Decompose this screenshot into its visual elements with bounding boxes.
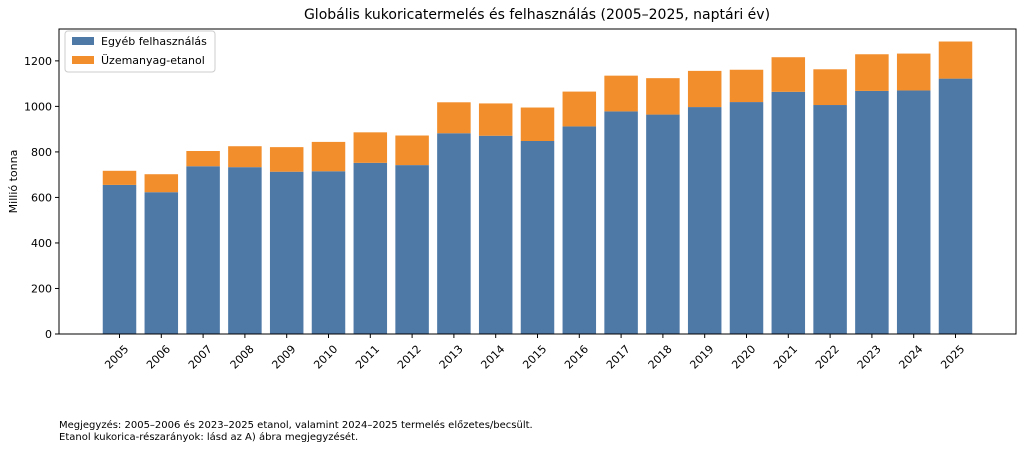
x-tick-label: 2023 [855, 343, 884, 372]
bar-other-use-2010 [311, 171, 346, 334]
footnote-line-1: Megjegyzés: 2005–2006 és 2023–2025 etano… [59, 420, 533, 431]
bar-fuel-ethanol-2024 [896, 53, 931, 91]
bar-fuel-ethanol-2005 [102, 170, 137, 185]
x-tick-label: 2010 [311, 343, 340, 372]
y-tick-label: 400 [31, 237, 52, 250]
x-tick-label: 2017 [604, 343, 633, 372]
bar-fuel-ethanol-2011 [353, 132, 388, 163]
bar-fuel-ethanol-2023 [855, 54, 889, 91]
y-tick-label: 200 [31, 282, 52, 295]
x-tick-label: 2009 [269, 343, 298, 372]
legend-box [64, 30, 216, 73]
y-tick-label: 1200 [24, 55, 52, 68]
bar-fuel-ethanol-2019 [687, 70, 722, 108]
x-tick-label: 2016 [562, 343, 591, 372]
bar-other-use-2005 [102, 184, 137, 334]
bar-fuel-ethanol-2006 [144, 174, 179, 193]
bar-fuel-ethanol-2012 [395, 135, 429, 166]
bar-other-use-2017 [604, 111, 638, 335]
bar-other-use-2018 [646, 114, 680, 334]
bar-fuel-ethanol-2015 [520, 107, 555, 141]
bar-other-use-2015 [520, 140, 555, 334]
x-tick-label: 2024 [896, 343, 925, 372]
bar-other-use-2022 [813, 105, 847, 335]
x-tick-label: 2015 [520, 343, 549, 372]
y-tick-label: 800 [31, 146, 52, 159]
x-tick-label: 2019 [687, 343, 716, 372]
bar-fuel-ethanol-2018 [646, 78, 680, 115]
legend-swatch-fuel-ethanol [72, 56, 94, 64]
y-tick-label: 600 [31, 191, 52, 204]
footnote-line-2: Etanol kukorica-részarányok: lásd az A) … [59, 432, 359, 443]
bar-other-use-2025 [938, 78, 973, 335]
bar-other-use-2008 [228, 167, 262, 334]
bar-other-use-2014 [478, 135, 513, 334]
y-tick-label: 1000 [24, 100, 52, 113]
x-tick-label: 2005 [102, 343, 131, 372]
bar-fuel-ethanol-2017 [604, 75, 638, 112]
chart-title: Globális kukoricatermelés és felhasználá… [304, 7, 770, 23]
bar-other-use-2023 [855, 90, 889, 334]
x-tick-label: 2006 [144, 343, 173, 372]
y-tick-label: 0 [45, 328, 52, 341]
bar-fuel-ethanol-2025 [938, 41, 973, 79]
bar-other-use-2012 [395, 165, 429, 334]
y-axis-label: Millió tonna [7, 150, 20, 214]
bar-other-use-2019 [687, 107, 722, 334]
bar-other-use-2013 [437, 133, 471, 334]
bar-other-use-2020 [729, 102, 764, 334]
bar-fuel-ethanol-2008 [228, 146, 262, 168]
bars-group [102, 41, 973, 335]
bar-fuel-ethanol-2020 [729, 69, 764, 103]
x-tick-label: 2012 [395, 343, 424, 372]
bar-other-use-2007 [186, 166, 220, 334]
x-tick-label: 2020 [729, 343, 758, 372]
bar-fuel-ethanol-2022 [813, 69, 847, 106]
bar-fuel-ethanol-2007 [186, 151, 220, 167]
bar-other-use-2016 [562, 126, 597, 334]
bar-fuel-ethanol-2016 [562, 91, 597, 127]
bar-fuel-ethanol-2010 [311, 141, 346, 172]
x-tick-label: 2008 [228, 343, 257, 372]
bar-other-use-2006 [144, 192, 179, 334]
x-tick-label: 2007 [186, 343, 215, 372]
x-tick-label: 2018 [646, 343, 675, 372]
bar-fuel-ethanol-2021 [771, 57, 806, 92]
x-tick-label: 2021 [771, 343, 800, 372]
x-tick-label: 2014 [478, 343, 507, 372]
legend: Egyéb felhasználás Üzemanyag-etanol [64, 30, 216, 73]
legend-swatch-other-use [72, 37, 94, 45]
bar-other-use-2009 [269, 171, 304, 334]
bar-other-use-2024 [896, 90, 931, 335]
bar-other-use-2021 [771, 91, 806, 334]
bar-fuel-ethanol-2013 [437, 102, 471, 134]
bar-fuel-ethanol-2009 [269, 147, 304, 172]
legend-label-fuel-ethanol: Üzemanyag-etanol [101, 54, 205, 67]
x-tick-label: 2011 [353, 343, 382, 372]
legend-label-other-use: Egyéb felhasználás [101, 35, 207, 48]
bar-fuel-ethanol-2014 [478, 103, 513, 136]
x-tick-label: 2022 [813, 343, 842, 372]
x-tick-label: 2013 [437, 343, 466, 372]
bar-other-use-2011 [353, 162, 388, 334]
x-tick-label: 2025 [938, 343, 967, 372]
